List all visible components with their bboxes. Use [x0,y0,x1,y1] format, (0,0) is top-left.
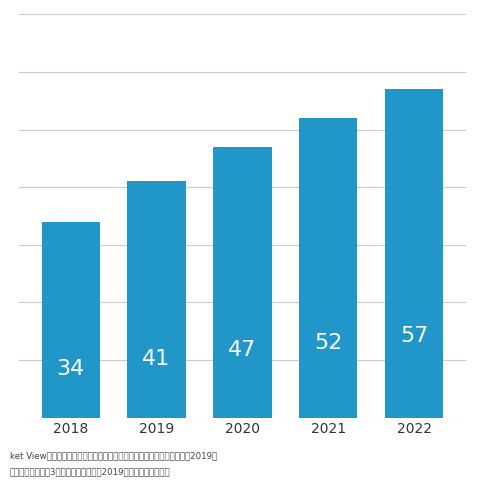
Bar [385,89,443,418]
Text: 47: 47 [228,340,256,360]
Text: ket View：サイバー・セキュリティ・コンサルティング・サービス市場2019」: ket View：サイバー・セキュリティ・コンサルティング・サービス市場2019… [10,451,217,460]
Bar [127,181,186,418]
Text: 41: 41 [143,348,171,369]
Text: 57: 57 [400,325,428,346]
Bar [213,147,272,418]
Bar [299,118,358,418]
Text: 金額を対象とし、3月期ベースで換算。2019年度以降は予測値。: 金額を対象とし、3月期ベースで換算。2019年度以降は予測値。 [10,467,170,476]
Text: 52: 52 [314,333,342,353]
Bar [41,222,100,418]
Text: 34: 34 [57,359,85,379]
